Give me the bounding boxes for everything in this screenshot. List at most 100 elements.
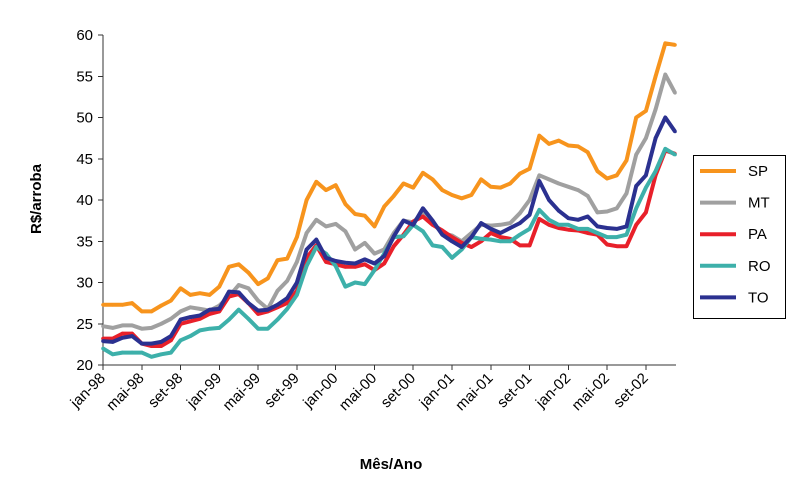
data-point-ro — [566, 223, 571, 227]
data-point-sp — [663, 41, 668, 46]
data-point-ro — [430, 243, 435, 248]
data-point-mt — [576, 188, 580, 192]
data-point-mt — [566, 185, 571, 189]
data-point-ro — [576, 227, 580, 231]
data-point-sp — [421, 171, 425, 175]
y-tick-label: 20 — [76, 357, 93, 374]
data-point-to — [518, 221, 522, 225]
data-point-sp — [673, 43, 677, 47]
data-point-sp — [653, 74, 658, 79]
data-point-to — [615, 227, 619, 231]
data-point-pa — [489, 231, 493, 235]
data-point-mt — [159, 322, 163, 326]
data-point-ro — [585, 227, 590, 231]
legend-entries: SP MT PA RO TO — [700, 163, 771, 306]
data-point-ro — [518, 232, 522, 237]
data-point-pa — [256, 312, 260, 316]
data-point-pa — [605, 242, 609, 247]
data-point-pa — [537, 217, 542, 221]
data-point-sp — [149, 309, 154, 314]
data-point-to — [198, 313, 202, 318]
data-point-sp — [382, 204, 387, 209]
data-point-pa — [421, 214, 425, 219]
data-point-ro — [246, 317, 251, 321]
data-point-mt — [673, 91, 677, 95]
data-point-to — [372, 261, 377, 266]
data-point-to — [527, 213, 532, 217]
data-point-sp — [595, 169, 600, 173]
data-point-mt — [246, 286, 251, 291]
data-point-to — [333, 259, 338, 263]
data-point-ro — [285, 307, 290, 311]
data-point-to — [324, 255, 328, 260]
y-tick-label: 60 — [76, 27, 93, 44]
data-point-sp — [489, 185, 493, 189]
x-tick-label: jan-99 — [183, 370, 225, 412]
y-tick-label: 45 — [76, 151, 93, 168]
data-point-pa — [566, 227, 571, 232]
data-point-pa — [343, 265, 348, 269]
y-axis-ticks: 20 25 30 35 40 45 50 55 60 — [76, 27, 103, 374]
legend: SP MT PA RO TO — [693, 155, 786, 319]
data-point-mt — [188, 305, 193, 310]
data-point-sp — [363, 213, 367, 218]
data-point-pa — [634, 223, 638, 227]
data-point-to — [411, 223, 416, 227]
y-tick-label: 30 — [76, 275, 93, 292]
data-point-ro — [489, 237, 493, 242]
legend-label: PA — [748, 226, 767, 243]
data-point-sp — [644, 109, 648, 113]
data-point-to — [304, 247, 309, 252]
data-point-ro — [227, 317, 231, 322]
data-point-mt — [110, 326, 115, 330]
data-point-to — [537, 179, 542, 183]
data-point-ro — [314, 245, 319, 249]
data-point-pa — [624, 244, 629, 248]
data-point-ro — [605, 235, 609, 239]
data-point-to — [459, 245, 464, 249]
data-point-pa — [120, 331, 125, 336]
data-point-ro — [217, 326, 222, 330]
data-point-ro — [304, 264, 309, 268]
legend-entry-to: TO — [700, 289, 769, 306]
data-point-pa — [188, 319, 193, 324]
data-point-mt — [644, 136, 648, 140]
data-point-sp — [314, 180, 319, 184]
data-point-ro — [440, 245, 445, 249]
data-point-pa — [198, 317, 202, 321]
x-tick-label: mai-99 — [219, 370, 263, 414]
data-point-ro — [207, 326, 212, 331]
data-point-sp — [634, 115, 638, 120]
data-point-to — [159, 340, 163, 344]
data-point-sp — [537, 133, 542, 138]
data-point-mt — [314, 218, 319, 222]
data-point-sp — [246, 270, 251, 275]
data-point-to — [430, 218, 435, 223]
data-point-pa — [159, 344, 163, 348]
data-point-sp — [527, 166, 532, 171]
data-point-to — [401, 218, 406, 223]
data-point-to — [644, 173, 648, 178]
data-point-ro — [372, 268, 377, 272]
data-point-sp — [401, 181, 406, 186]
data-point-to — [275, 303, 280, 307]
data-point-sp — [188, 293, 193, 297]
data-point-mt — [256, 298, 260, 303]
y-tick-label: 40 — [76, 192, 93, 209]
data-point-sp — [498, 185, 503, 190]
data-point-to — [469, 235, 474, 239]
data-point-to — [624, 224, 629, 229]
data-point-sp — [450, 193, 454, 197]
data-point-to — [178, 317, 183, 322]
series-sp — [101, 41, 677, 314]
data-point-mt — [353, 247, 357, 252]
data-point-ro — [595, 231, 600, 235]
x-tick-label: mai-98 — [103, 370, 147, 414]
data-point-to — [101, 339, 105, 343]
data-point-pa — [644, 210, 648, 215]
data-point-pa — [498, 235, 503, 239]
data-point-mt — [624, 191, 629, 196]
data-point-pa — [353, 265, 357, 269]
data-point-to — [343, 260, 348, 265]
y-axis-title: R$/arroba — [28, 163, 45, 234]
